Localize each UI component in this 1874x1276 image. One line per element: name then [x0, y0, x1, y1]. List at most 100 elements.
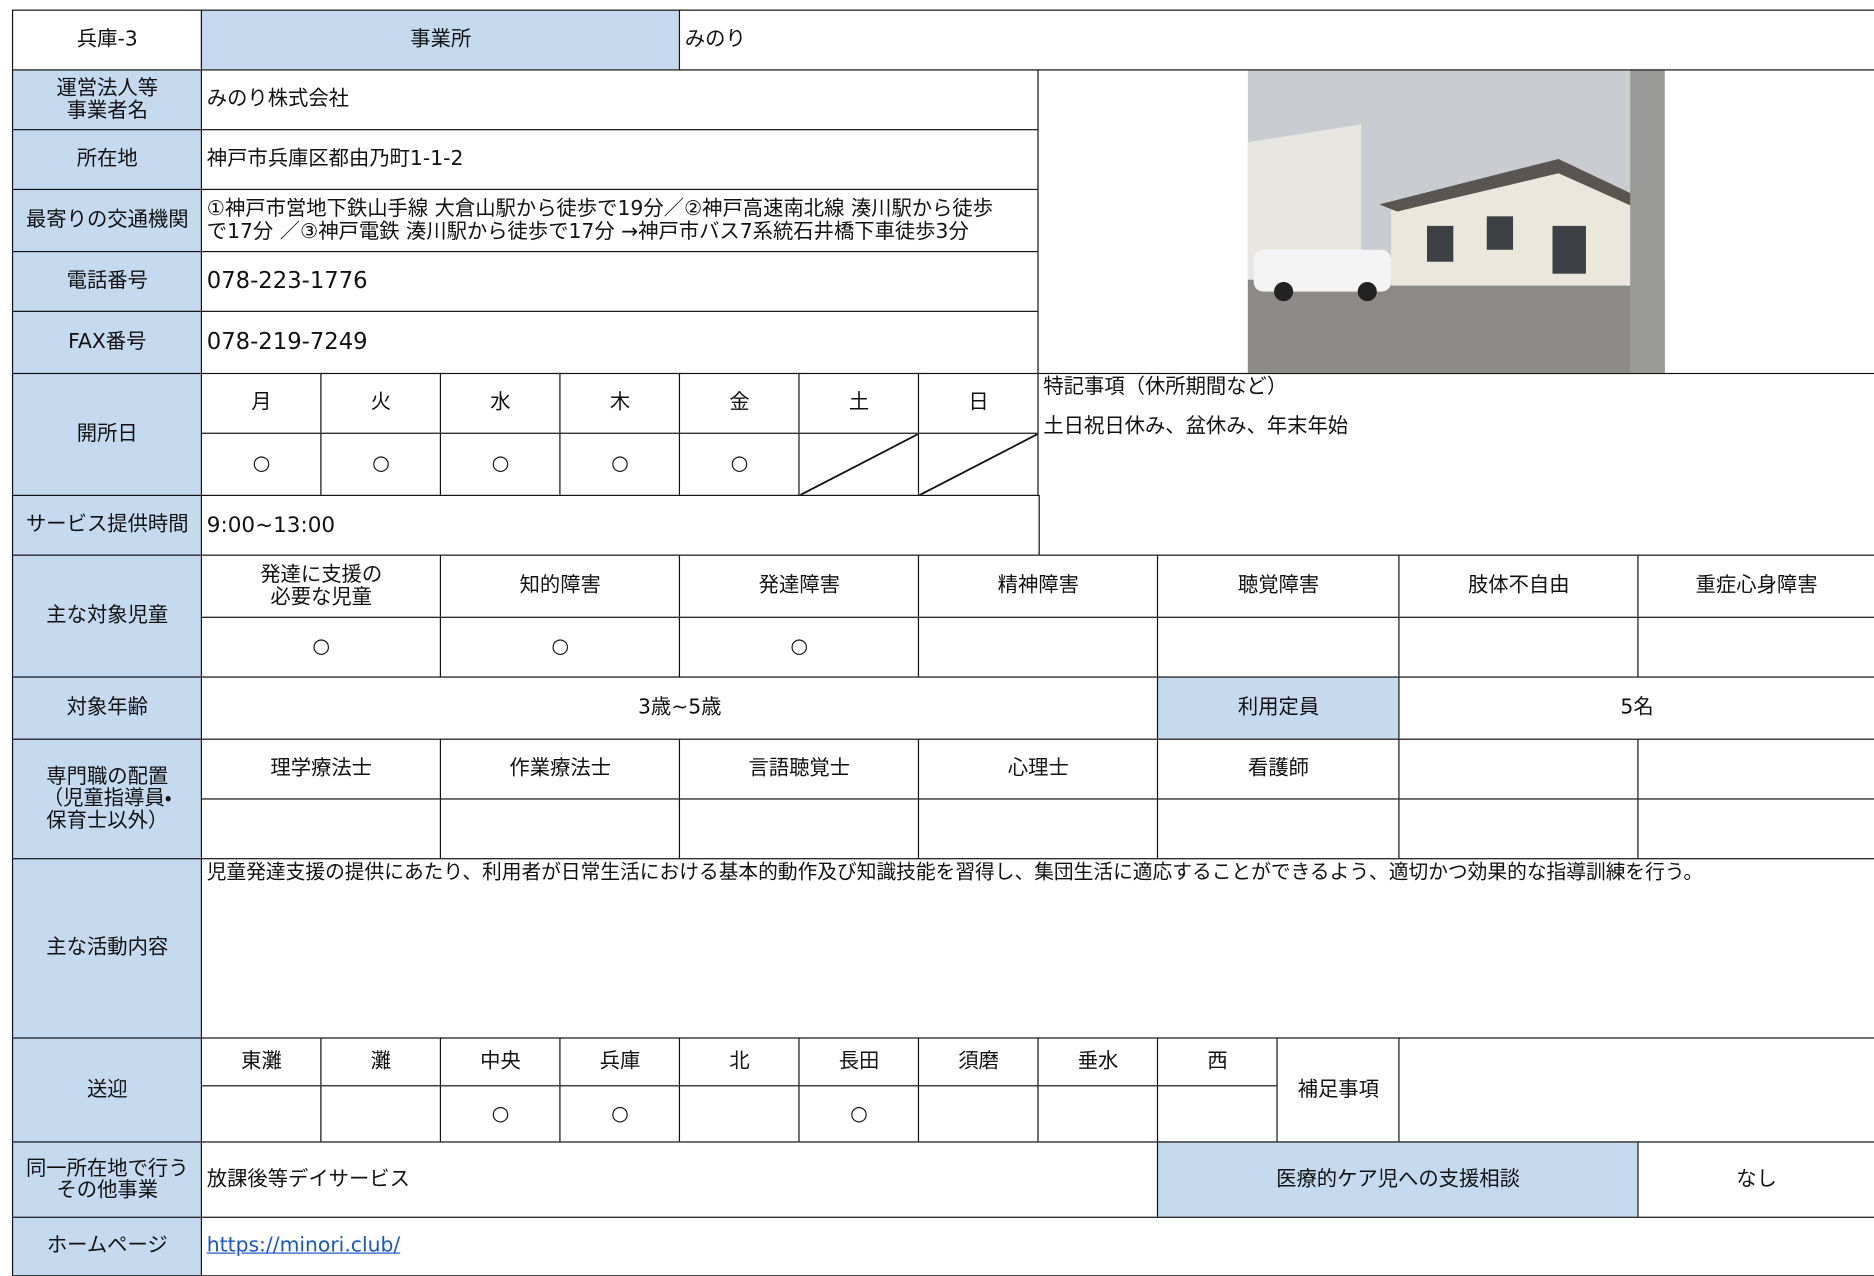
cell-text: 長田 — [838, 1049, 880, 1074]
cell: ○ — [439, 432, 562, 497]
cell-text: 078-219-7249 — [206, 329, 368, 356]
cell-text: 月 — [251, 391, 272, 416]
cell-text: 金 — [729, 391, 750, 416]
cell-text: 事業者名 — [66, 98, 148, 123]
cell-text: 土 — [848, 391, 870, 416]
cell — [678, 798, 920, 860]
cell-text: 主な活動内容 — [46, 936, 169, 961]
cell: 木 — [559, 372, 681, 435]
cell-text: 作業療法士 — [509, 757, 612, 781]
label-cell: FAX番号 — [11, 310, 203, 375]
cell — [917, 616, 1159, 679]
cell — [200, 798, 442, 860]
cell-text: 保育士以外） — [46, 809, 169, 834]
cell-text: 特記事項（休所期間など） — [1043, 375, 1288, 400]
cell-text: 必要な児童 — [270, 585, 372, 610]
cell-text: FAX番号 — [68, 330, 147, 355]
cell-text: ○ — [252, 452, 271, 477]
label-cell: 事業所 — [200, 9, 681, 72]
cell-text: ホームページ — [46, 1233, 168, 1258]
label-cell: サービス提供時間 — [11, 494, 203, 557]
label-cell: 運営法人等 事業者名 — [11, 69, 203, 131]
cell — [917, 798, 1159, 860]
photo-cell — [1037, 69, 1874, 375]
cell — [1398, 616, 1640, 679]
cell: 発達障害 — [678, 554, 920, 619]
cell: 水 — [439, 372, 562, 435]
cell-text: 土日祝日休み、盆休み、年末年始 — [1043, 414, 1349, 439]
cell-text: 看護師 — [1248, 757, 1309, 781]
cell: ○ — [439, 616, 681, 679]
cell-text: ○ — [850, 1101, 868, 1126]
cell: 078-223-1776 — [200, 250, 1040, 313]
cell-text: 垂水 — [1077, 1049, 1119, 1074]
cell: 中央 — [439, 1037, 562, 1087]
cell: ①神戸市営地下鉄山手線 大倉山駅から徒歩で19分／②神戸高速南北線 湊川駅から徒… — [200, 188, 1040, 253]
cell-text: 児童発達支援の提供にあたり、利用者が日常生活における基本的動作及び知識技能を習得… — [206, 860, 1704, 884]
cell-text: 078-223-1776 — [206, 268, 368, 295]
cell: ○ — [559, 432, 681, 497]
cell — [917, 432, 1040, 497]
cell-text: ○ — [491, 1101, 510, 1126]
cell-text: サービス提供時間 — [25, 513, 189, 538]
cell: なし — [1637, 1141, 1874, 1219]
label-cell: 主な活動内容 — [11, 858, 203, 1040]
cell: 補足事項 — [1276, 1037, 1401, 1144]
cell: 知的障害 — [439, 554, 681, 619]
cell: 長田 — [798, 1037, 920, 1087]
link[interactable]: https://minori.club/ — [206, 1233, 401, 1258]
cell: ○ — [200, 432, 323, 497]
slash — [919, 434, 1038, 496]
cell-text: ○ — [312, 635, 331, 660]
cell: 聴覚障害 — [1156, 554, 1401, 619]
label-cell: 送迎 — [11, 1037, 203, 1144]
cell-text: 精神障害 — [997, 574, 1079, 599]
cell: 月 — [200, 372, 323, 435]
cell — [1637, 616, 1874, 679]
slash — [800, 434, 919, 496]
cell: みのり — [678, 9, 1874, 72]
cell — [1637, 738, 1874, 801]
cell — [917, 1085, 1040, 1144]
cell-text: 日 — [968, 391, 989, 416]
cell: 9:00~13:00 — [200, 494, 1040, 557]
cell: ○ — [678, 432, 801, 497]
cell: 看護師 — [1156, 738, 1401, 801]
cell — [1398, 1037, 1874, 1144]
cell-text: ○ — [790, 635, 809, 660]
cell — [1398, 798, 1640, 860]
cell-text: 灘 — [370, 1049, 392, 1074]
cell-text: その他事業 — [56, 1178, 159, 1203]
label-cell: 利用定員 — [1156, 676, 1401, 741]
cell — [200, 1085, 323, 1144]
cell: 火 — [320, 372, 442, 435]
cell: https://minori.club/ — [200, 1216, 1874, 1276]
cell-text: 発達障害 — [758, 574, 840, 599]
cell-text: ○ — [372, 452, 390, 477]
cell-text: （児童指導員・ — [42, 786, 172, 811]
cell-text: 運営法人等 — [56, 76, 159, 101]
cell: 5名 — [1398, 676, 1874, 741]
cell-text: 兵庫 — [599, 1049, 641, 1074]
cell-text: 3歳~5歳 — [637, 696, 722, 720]
cell: 垂水 — [1037, 1037, 1159, 1087]
cell-text: 開所日 — [76, 422, 138, 447]
cell: 理学療法士 — [200, 738, 442, 801]
cell — [1398, 738, 1640, 801]
cell — [1156, 1085, 1279, 1144]
cell-text: 5名 — [1620, 696, 1654, 720]
cell-text: 木 — [609, 391, 631, 416]
cell: 北 — [678, 1037, 801, 1087]
cell-text: みのり株式会社 — [206, 87, 349, 112]
label-cell: 電話番号 — [11, 250, 203, 313]
cell-text: 肢体不自由 — [1467, 574, 1570, 599]
cell: 金 — [678, 372, 801, 435]
cell-text: 須磨 — [958, 1049, 999, 1074]
cell: 078-219-7249 — [200, 310, 1040, 375]
cell: 土 — [798, 372, 920, 435]
cell-text: 理学療法士 — [270, 757, 372, 781]
cell: 重症心身障害 — [1637, 554, 1874, 619]
cell-text: 知的障害 — [519, 574, 601, 599]
label-cell: 同一所在地で行う その他事業 — [11, 1141, 203, 1219]
cell-text: 電話番号 — [66, 269, 148, 294]
